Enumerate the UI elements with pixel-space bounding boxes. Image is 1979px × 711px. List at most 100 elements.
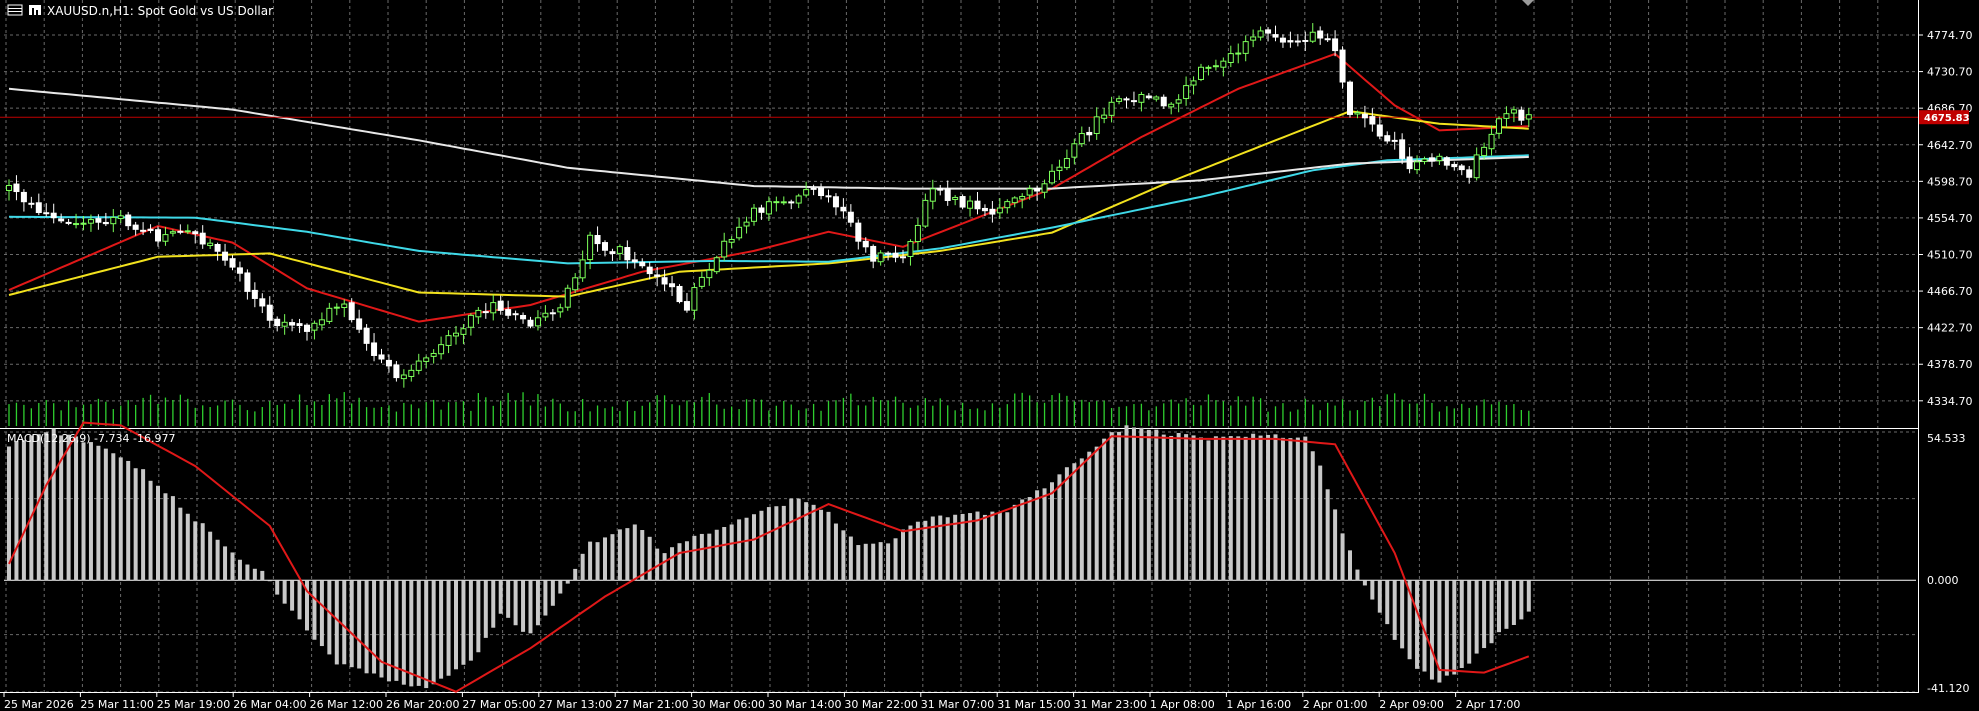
candle (266, 296, 273, 328)
candle-body (1153, 96, 1160, 100)
macd-histogram-bar (1236, 436, 1241, 581)
macd-histogram-bar (416, 580, 421, 686)
candle-body (1212, 65, 1219, 68)
time-tick-label: 2 Apr 09:00 (1379, 698, 1444, 711)
chart-header: XAUUSD.n,H1: Spot Gold vs US Dollar (7, 4, 273, 18)
macd-histogram-bar (44, 432, 49, 581)
candle (944, 180, 951, 206)
candle-body (311, 322, 318, 331)
candle (900, 249, 906, 264)
macd-histogram-bar (1191, 435, 1196, 581)
time-tick-label: 1 Apr 08:00 (1150, 698, 1215, 711)
candle (1324, 33, 1331, 43)
candle-body (989, 208, 996, 215)
candle-body (661, 277, 668, 285)
macd-histogram-bar (699, 533, 704, 581)
moving-average-slow (8, 154, 1529, 265)
candle-body (885, 252, 892, 255)
macd-histogram-bar (170, 496, 175, 581)
macd-histogram-bar (1154, 429, 1159, 581)
candle-body (676, 285, 683, 303)
candle (497, 295, 504, 315)
candle-body (400, 374, 407, 380)
macd-histogram-bar (327, 580, 332, 655)
macd-histogram-bar (1005, 512, 1010, 581)
macd-histogram-bar (1087, 451, 1092, 581)
macd-histogram-bar (342, 580, 347, 665)
candle (974, 191, 981, 215)
candle (1026, 185, 1033, 200)
candle (1086, 126, 1093, 142)
macd-histogram-bar (796, 498, 801, 581)
macd-histogram-bar (349, 580, 354, 668)
candle (1198, 63, 1204, 82)
candle (155, 226, 161, 247)
macd-histogram-bar (178, 507, 183, 581)
macd-histogram-bar (1429, 580, 1434, 680)
macd-histogram-bar (1020, 499, 1025, 581)
candle-body (1324, 38, 1331, 41)
candle (1436, 153, 1443, 166)
candle-body (1332, 38, 1339, 52)
candle-body (192, 231, 199, 235)
candle-body (43, 212, 50, 215)
macd-histogram-bar (483, 580, 488, 638)
candle (1466, 165, 1473, 184)
macd-histogram-bar (103, 448, 108, 581)
candle (348, 298, 355, 323)
macd-histogram-bar (200, 523, 205, 581)
candle (80, 216, 87, 231)
macd-histogram-bar (1362, 580, 1367, 586)
candle-body (1063, 158, 1070, 169)
macd-histogram-bar (1370, 580, 1375, 600)
candle-body (624, 247, 631, 261)
candle (244, 269, 251, 300)
candle (1130, 91, 1137, 106)
candle-body (683, 301, 690, 311)
macd-histogram-bar (163, 493, 168, 581)
candle-body (579, 259, 586, 279)
candle-body (333, 306, 340, 309)
macd-histogram-bar (833, 523, 838, 581)
macd-histogram-bar (1437, 580, 1442, 683)
macd-histogram-bar (431, 580, 436, 685)
candle-body (1458, 165, 1465, 171)
macd-histogram-bar (1303, 436, 1308, 581)
macd-histogram-bar (74, 436, 79, 581)
moving-average-long (8, 87, 1529, 190)
candle (1399, 133, 1406, 165)
candle-body (892, 252, 899, 258)
candle-body (1369, 116, 1376, 125)
macd-histogram-bar (1027, 497, 1032, 581)
candle-body (1250, 36, 1257, 41)
candle (207, 238, 214, 249)
macd-histogram-bar (96, 445, 101, 581)
macd-histogram-bar (193, 521, 198, 581)
macd-histogram-bar (766, 507, 771, 581)
candle-body (646, 266, 653, 275)
macd-histogram-bar (1102, 438, 1107, 581)
candle (937, 184, 944, 196)
macd-histogram-bar (1482, 580, 1487, 649)
candle-body (1108, 101, 1115, 116)
candle-body (147, 228, 154, 231)
candle-body (1205, 66, 1212, 69)
macd-histogram-bar (1459, 580, 1464, 668)
candle-body (348, 302, 355, 321)
candle (102, 212, 109, 227)
candle (1458, 163, 1465, 176)
macd-histogram-bar (535, 580, 540, 626)
scroll-marker-icon[interactable] (1522, 0, 1534, 6)
macd-histogram-bar (1206, 440, 1211, 581)
macd-histogram-bar (662, 553, 667, 581)
macd-histogram-bar (386, 580, 391, 682)
moving-average-fast (8, 52, 1529, 323)
candle-body (1257, 30, 1264, 38)
macd-histogram-bar (841, 530, 846, 581)
candle-body (289, 322, 296, 326)
macd-histogram-bar (603, 537, 607, 581)
candle-body (20, 191, 27, 203)
candle-body (356, 318, 363, 330)
macd-histogram-bar (558, 580, 563, 594)
